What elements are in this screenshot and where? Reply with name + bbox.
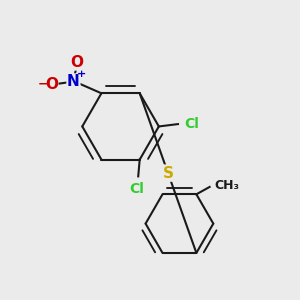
Text: Cl: Cl <box>129 182 144 196</box>
Text: S: S <box>163 166 173 181</box>
Text: O: O <box>45 77 58 92</box>
Text: −: − <box>38 78 48 91</box>
Text: N: N <box>67 74 80 89</box>
Text: CH₃: CH₃ <box>214 179 239 192</box>
Text: O: O <box>70 55 83 70</box>
Text: Cl: Cl <box>184 117 199 131</box>
Text: +: + <box>77 69 86 79</box>
